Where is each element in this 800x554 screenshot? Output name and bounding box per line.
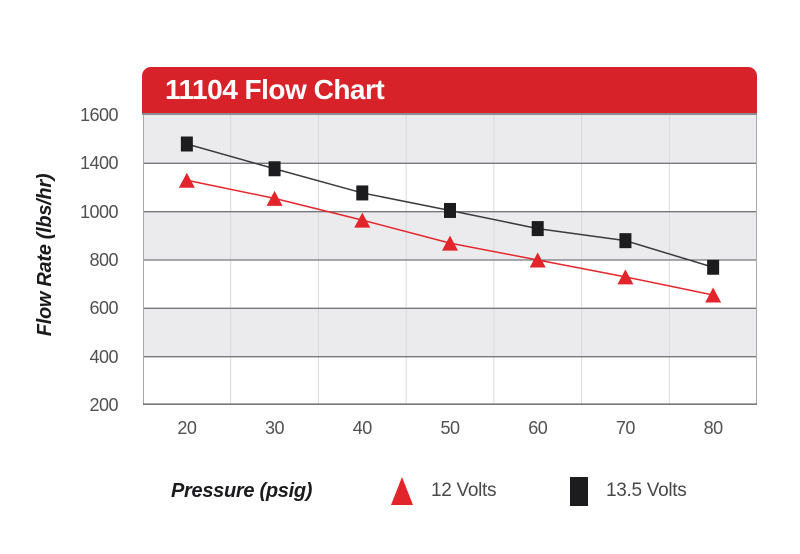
y-tick-label: 400	[89, 346, 118, 367]
legend-label-12-volts: 12 Volts	[431, 480, 497, 501]
x-tick-label: 30	[265, 418, 285, 438]
data-point-square	[268, 161, 281, 177]
y-tick-label: 600	[89, 298, 118, 319]
chart-canvas	[143, 115, 757, 406]
y-tick-label: 200	[89, 395, 118, 415]
x-tick-label: 20	[177, 418, 197, 438]
data-point-triangle	[529, 252, 546, 268]
y-tick-label: 1000	[79, 201, 119, 222]
red-triangle-icon	[391, 477, 413, 505]
data-point-square	[444, 202, 456, 218]
plot-band	[143, 308, 757, 357]
data-point-triangle	[178, 172, 195, 188]
data-point-triangle	[266, 190, 283, 206]
y-tick-label: 1600	[79, 105, 119, 125]
y-tick-label: 800	[89, 250, 118, 270]
x-tick-label: 40	[352, 418, 373, 438]
legend-item-12-volts: 12 Volts	[391, 476, 497, 506]
legend-item-13-5-volts: 13.5 Volts	[570, 476, 687, 506]
data-point-square	[180, 136, 193, 152]
x-tick-label: 70	[615, 418, 636, 438]
data-point-triangle	[617, 269, 634, 285]
data-point-square	[619, 233, 632, 249]
x-tick-label: 80	[703, 418, 724, 438]
chart-title: 11104 Flow Chart	[165, 74, 385, 105]
plot-band	[143, 115, 757, 164]
x-tick-label: 50	[440, 418, 460, 438]
data-point-triangle	[705, 287, 722, 303]
y-tick-label: 1400	[79, 153, 119, 174]
x-tick-label: 60	[528, 418, 548, 438]
plot-band	[143, 260, 757, 309]
legend-label-13-5-volts: 13.5 Volts	[606, 480, 687, 501]
data-point-square	[531, 221, 544, 237]
data-point-triangle	[354, 212, 371, 228]
data-point-triangle	[442, 235, 458, 251]
data-point-square	[707, 259, 720, 275]
data-point-square	[356, 185, 369, 201]
black-square-icon	[570, 476, 588, 506]
chart-title-bar: 11104 Flow Chart	[142, 67, 757, 115]
x-axis-title: Pressure (psig)	[171, 480, 313, 502]
plot-area	[143, 115, 757, 406]
plot-band	[143, 356, 757, 405]
